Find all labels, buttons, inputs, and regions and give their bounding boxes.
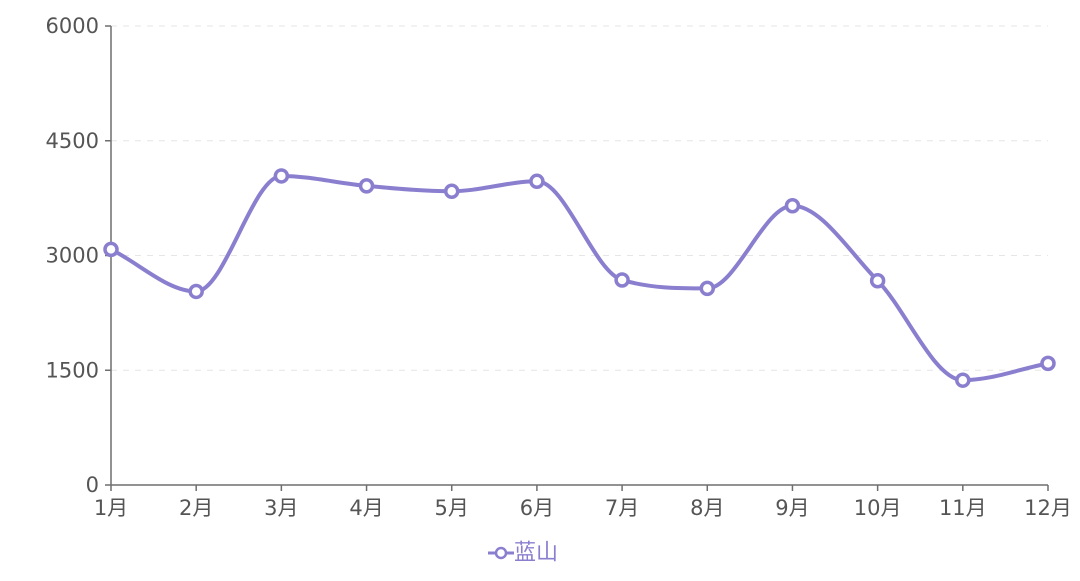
data-point[interactable]	[699, 280, 716, 297]
x-axis-tick-label: 11月	[939, 496, 987, 520]
data-point[interactable]	[529, 173, 545, 190]
x-axis-tick-label: 7月	[605, 496, 639, 520]
x-axis-tick-label: 10月	[854, 496, 902, 520]
data-point[interactable]	[1040, 355, 1056, 372]
legend[interactable]: 蓝山	[488, 541, 558, 566]
y-axis-tick-label: 1500	[46, 358, 99, 382]
y-axis-tick-label: 4500	[46, 129, 99, 153]
data-point[interactable]	[955, 372, 971, 388]
x-axis-tick-label: 5月	[435, 496, 469, 520]
x-axis-tick-label: 8月	[690, 496, 724, 520]
x-axis-tick-label: 9月	[775, 496, 809, 520]
y-axis-tick-label: 3000	[46, 244, 99, 268]
x-axis-tick-labels: 1月 2月 3月 4月 5月 6月 7月 8月 9月 10月 11月 12月	[94, 496, 1072, 520]
data-point[interactable]	[869, 272, 886, 289]
y-axis-tick-label: 6000	[46, 14, 99, 38]
y-axis-tick-labels: 0 1500 3000 4500 6000	[46, 14, 99, 497]
series-line	[109, 173, 1050, 383]
grid-lines	[111, 25, 1048, 371]
x-axis-tick-label: 6月	[520, 496, 554, 520]
data-point[interactable]	[784, 198, 801, 214]
legend-item[interactable]: 蓝山	[488, 541, 558, 566]
data-point[interactable]	[443, 183, 460, 199]
x-axis-tick-label: 12月	[1024, 496, 1072, 520]
data-point[interactable]	[614, 272, 630, 288]
x-axis-tick-label: 4月	[349, 496, 383, 520]
y-axis-tick-label: 0	[86, 473, 99, 497]
data-point[interactable]	[103, 241, 119, 258]
series-layer	[103, 168, 1056, 388]
legend-label: 蓝山	[514, 541, 558, 566]
x-axis-tick-label: 2月	[179, 496, 213, 520]
data-point[interactable]	[188, 283, 204, 300]
legend-marker-icon	[494, 546, 508, 560]
x-axis-tick-label: 1月	[94, 496, 128, 520]
axes	[105, 25, 1049, 491]
data-point[interactable]	[273, 168, 290, 184]
data-point[interactable]	[358, 178, 375, 194]
x-axis-tick-label: 3月	[264, 496, 298, 520]
